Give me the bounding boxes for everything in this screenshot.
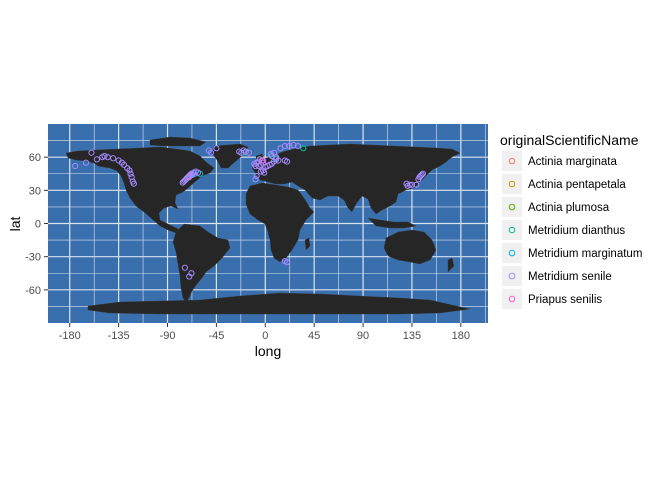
land-eurasia (251, 143, 461, 215)
x-axis-title: long (255, 343, 281, 359)
data-point (180, 178, 187, 185)
data-point (286, 143, 293, 150)
legend-key (502, 243, 522, 263)
world-land-layer (65, 136, 471, 315)
x-tick-label: -180 (59, 330, 81, 342)
data-point (290, 141, 297, 149)
data-point (408, 181, 416, 188)
legend-label: Metridium marginatum (528, 248, 642, 260)
legend-title: originalScientificName (500, 132, 639, 148)
data-point (283, 259, 291, 266)
land-indonesia (367, 217, 417, 229)
data-point (253, 172, 260, 180)
data-point (255, 162, 262, 170)
land-antarctica (87, 292, 471, 315)
legend-label: Metridium senile (528, 271, 612, 283)
x-tick-label: -90 (160, 330, 176, 342)
legend-key-symbol (508, 249, 516, 257)
data-point (270, 149, 278, 156)
legend-key-symbol (508, 226, 516, 234)
data-point (267, 150, 274, 157)
legend: Actinia marginata Actinia pentapetala Acti… (502, 151, 642, 309)
data-point (110, 155, 117, 162)
y-tick-label: 0 (35, 219, 41, 231)
data-point (252, 162, 259, 170)
data-point (242, 148, 249, 155)
legend-key (502, 174, 522, 194)
x-tick-label: 45 (308, 330, 320, 342)
data-point (179, 179, 186, 186)
legend-key (502, 289, 522, 309)
land-africa (245, 182, 315, 263)
data-point (181, 264, 188, 271)
data-point (130, 180, 137, 187)
data-point (300, 145, 307, 152)
data-point (101, 152, 108, 160)
x-tick-label: -135 (108, 330, 130, 342)
data-point (213, 145, 220, 152)
legend-key (502, 266, 522, 286)
land-south-america (172, 223, 231, 303)
legend-label: Actinia marginata (528, 156, 617, 168)
x-tick-label: -45 (208, 330, 224, 342)
data-point (88, 149, 95, 156)
x-tick-label: 135 (403, 330, 421, 342)
data-point (126, 167, 133, 174)
legend-key-symbol (508, 157, 516, 165)
y-tick-label: 30 (29, 185, 41, 197)
data-point (260, 157, 267, 164)
land-australia (383, 229, 437, 265)
legend-key (502, 220, 522, 240)
data-point (413, 181, 420, 188)
legend-label: Metridium dianthus (528, 225, 625, 237)
y-axis-title: lat (7, 217, 23, 232)
y-tick-label: -60 (25, 285, 41, 297)
data-point (72, 162, 79, 170)
data-point (194, 169, 202, 176)
legend-key (502, 151, 522, 171)
y-tick-label: -30 (25, 252, 41, 264)
legend-key-symbol (508, 272, 516, 280)
data-point (120, 161, 128, 169)
data-point (127, 170, 134, 177)
land-new-zealand (447, 257, 455, 273)
data-point (252, 176, 259, 183)
land-madagascar (304, 237, 311, 251)
legend-label: Actinia pentapetala (528, 179, 626, 191)
data-point (257, 168, 265, 175)
data-point (418, 171, 425, 178)
legend-key (502, 197, 522, 217)
occurrence-points (72, 141, 426, 280)
x-tick-label: 180 (452, 330, 470, 342)
data-point (128, 173, 135, 181)
x-tick-label: 0 (262, 330, 268, 342)
data-point (281, 157, 288, 164)
legend-key-symbol (508, 295, 516, 303)
data-point (419, 170, 426, 177)
y-tick-label: 60 (29, 152, 41, 164)
legend-label: Actinia plumosa (528, 202, 610, 214)
legend-label: Priapus senilis (528, 294, 602, 306)
data-point (294, 143, 301, 150)
data-point (261, 169, 268, 176)
legend-key-symbol (508, 203, 516, 211)
legend-key-symbol (508, 180, 516, 188)
data-point (205, 147, 212, 154)
data-point (281, 143, 288, 150)
data-point (406, 181, 413, 188)
x-axis-ticks: -180 -135 -90 -45 0 45 90 135 180 (59, 323, 470, 342)
data-point (82, 159, 90, 166)
data-point (93, 156, 100, 163)
land-north-america (65, 146, 215, 234)
land-arctic-islands (149, 136, 207, 147)
data-point (188, 270, 195, 277)
data-point (245, 149, 253, 156)
x-tick-label: 90 (357, 330, 369, 342)
y-axis-ticks: -60 -30 0 30 60 (25, 152, 48, 297)
